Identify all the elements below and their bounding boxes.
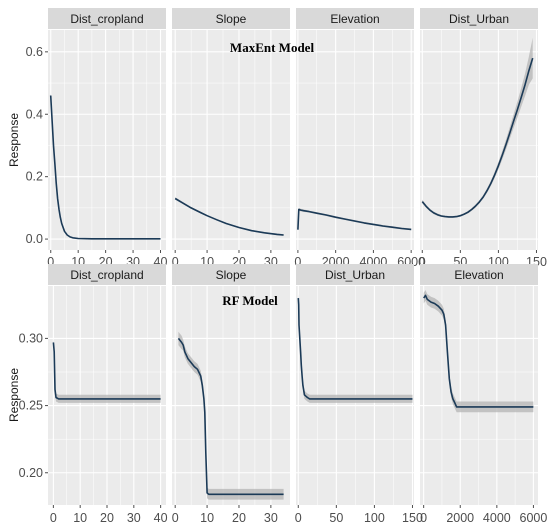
facet-strip (172, 8, 290, 29)
y-tick-label: 0.6 (26, 45, 43, 59)
y-axis-label: Response (7, 368, 21, 422)
facet-strip-label: Dist_cropland (70, 12, 143, 26)
x-tick-label: 30 (264, 511, 278, 525)
facet-strip-label: Elevation (454, 268, 503, 282)
x-tick-label: 6000 (520, 511, 548, 525)
x-tick-label: 0 (419, 255, 426, 269)
rf-model-title: RF Model (222, 293, 278, 308)
panel-background (172, 30, 290, 250)
panel-background (296, 30, 414, 250)
y-tick-label: 0.0 (26, 232, 43, 246)
facet-strip (420, 8, 538, 29)
x-tick-label: 0 (172, 511, 179, 525)
y-tick-label: 0.4 (26, 107, 43, 121)
panel-background (420, 30, 538, 250)
facet-strip (48, 264, 166, 285)
facet-strip (296, 8, 414, 29)
x-tick-label: 100 (364, 511, 385, 525)
x-tick-label: 10 (73, 511, 87, 525)
x-tick-label: 150 (402, 511, 423, 525)
x-tick-label: 0 (50, 511, 57, 525)
facet-strip (420, 264, 538, 285)
facet-strip-label: Slope (216, 268, 247, 282)
facet-strip (48, 8, 166, 29)
facet-strip (296, 264, 414, 285)
response-line (423, 294, 534, 408)
x-tick-label: 20 (232, 511, 246, 525)
facet-strip-label: Dist_cropland (70, 268, 143, 282)
x-tick-label: 0 (47, 255, 54, 269)
y-tick-label: 0.2 (26, 170, 43, 184)
facet-panel: Dist_Urban 0 50 100 150 (295, 264, 423, 525)
x-tick-label: 20 (100, 511, 114, 525)
x-tick-label: 0 (295, 511, 302, 525)
response-line (177, 337, 284, 496)
facet-panel: Dist_cropland 0 10 20 30 40 (48, 264, 168, 525)
confidence-ribbon (53, 338, 161, 403)
facet-strip (172, 264, 290, 285)
y-tick-label: 0.20 (19, 466, 43, 480)
x-tick-label: 0 (172, 255, 179, 269)
panel-background (172, 286, 290, 505)
facet-strip-label: Slope (216, 12, 247, 26)
x-tick-label: 4000 (483, 511, 511, 525)
x-tick-label: 10 (200, 511, 214, 525)
response-line (52, 342, 161, 400)
y-axis-label: Response (7, 113, 21, 167)
panel-background (48, 30, 166, 250)
facet-strip-label: Elevation (330, 12, 379, 26)
plots-layer: Response 0.0 0.2 0.4 0.6 Dist_cropland 0 10 20 30… (7, 8, 547, 525)
panel-background (420, 286, 538, 505)
response-line (297, 298, 413, 400)
confidence-ribbon (423, 290, 534, 413)
response-line (297, 208, 412, 231)
facet-strip-label: Dist_Urban (325, 268, 385, 282)
maxent-model-title: MaxEnt Model (230, 40, 315, 55)
x-tick-label: 50 (329, 511, 343, 525)
response-line (421, 57, 534, 218)
y-tick-label: 0.25 (19, 399, 43, 413)
response-line (49, 95, 161, 240)
x-tick-label: 0 (294, 255, 301, 269)
facet-panel: Elevation 0 2000 4000 6000 (420, 264, 547, 525)
facet-strip-label: Dist_Urban (449, 12, 509, 26)
x-tick-label: 40 (154, 511, 168, 525)
facet-panel: Slope 0 10 20 30 (172, 264, 290, 525)
y-tick-label: 0.30 (19, 331, 43, 345)
response-line (174, 197, 284, 236)
x-tick-label: 0 (420, 511, 427, 525)
x-tick-label: 30 (127, 511, 141, 525)
x-tick-label: 2000 (446, 511, 474, 525)
